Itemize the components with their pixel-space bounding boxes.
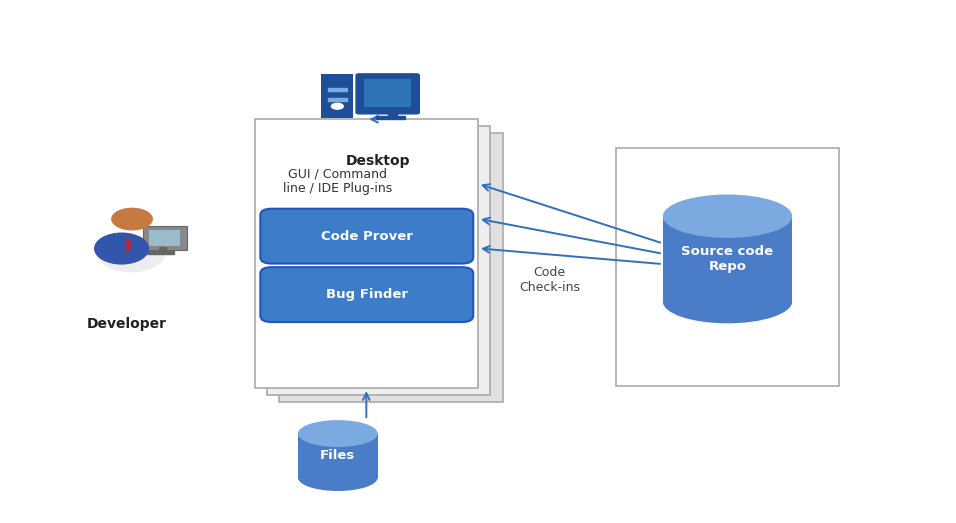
- Ellipse shape: [663, 280, 793, 323]
- Circle shape: [111, 208, 153, 231]
- FancyBboxPatch shape: [143, 226, 187, 249]
- Text: Developer: Developer: [86, 316, 166, 331]
- Text: Desktop: Desktop: [346, 154, 410, 167]
- Text: Bug Finder: Bug Finder: [326, 288, 408, 301]
- Bar: [328, 98, 347, 101]
- FancyBboxPatch shape: [260, 209, 473, 264]
- Polygon shape: [126, 237, 132, 254]
- Text: Code
Check-ins: Code Check-ins: [519, 266, 579, 293]
- Text: GUI / Command
line / IDE Plug-ins: GUI / Command line / IDE Plug-ins: [283, 167, 392, 195]
- FancyBboxPatch shape: [260, 267, 473, 322]
- FancyBboxPatch shape: [321, 74, 354, 118]
- FancyBboxPatch shape: [616, 147, 839, 385]
- Ellipse shape: [663, 195, 793, 238]
- Ellipse shape: [298, 464, 378, 491]
- Bar: [377, 116, 404, 119]
- Ellipse shape: [94, 233, 149, 265]
- Ellipse shape: [97, 235, 165, 272]
- FancyBboxPatch shape: [149, 230, 180, 246]
- Bar: [388, 110, 397, 117]
- Polygon shape: [663, 216, 793, 302]
- Bar: [147, 251, 174, 254]
- FancyBboxPatch shape: [364, 79, 411, 107]
- Text: Code Prover: Code Prover: [321, 230, 413, 243]
- Bar: [328, 88, 347, 91]
- Ellipse shape: [298, 420, 378, 447]
- Text: Files: Files: [320, 449, 356, 462]
- FancyBboxPatch shape: [279, 133, 503, 402]
- Text: Source code
Repo: Source code Repo: [682, 245, 773, 273]
- Ellipse shape: [331, 103, 344, 110]
- FancyBboxPatch shape: [254, 119, 478, 388]
- Bar: [159, 247, 166, 252]
- FancyBboxPatch shape: [356, 73, 420, 115]
- FancyBboxPatch shape: [267, 126, 490, 395]
- Polygon shape: [298, 434, 378, 477]
